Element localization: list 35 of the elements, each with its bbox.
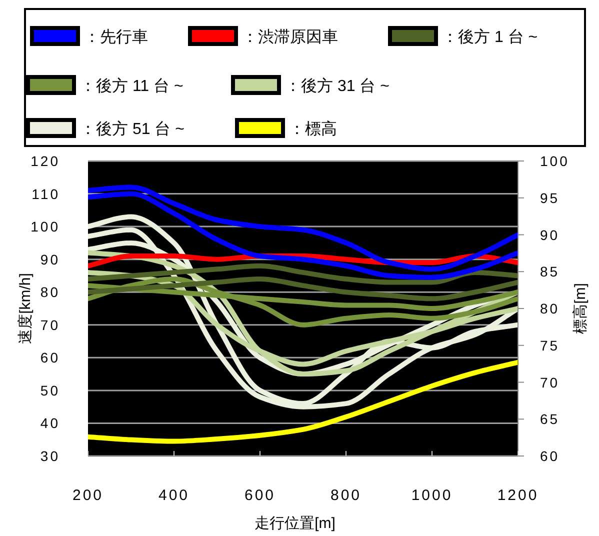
x-tick-label: 800 xyxy=(330,487,362,504)
x-tick-label: 200 xyxy=(72,487,104,504)
x-axis-title: 走行位置[m] xyxy=(254,515,336,532)
y-tick-label: 30 xyxy=(40,448,60,464)
y-axis-title: 速度[km/h] xyxy=(17,273,34,344)
y2-tick-label: 65 xyxy=(540,411,560,428)
y-tick-label: 90 xyxy=(40,251,60,268)
legend-label: ：後方 1 台 ~ xyxy=(442,28,538,46)
y2-tick-label: 100 xyxy=(540,153,570,169)
legend-label: ：後方 51 台 ~ xyxy=(80,120,184,138)
y-tick-label: 80 xyxy=(40,284,60,300)
y-tick-label: 60 xyxy=(40,350,60,366)
legend-label: ：渋滞原因車 xyxy=(242,28,338,46)
y2-tick-label: 75 xyxy=(540,337,560,354)
legend-label: ：標高 xyxy=(289,120,337,138)
y-tick-label: 100 xyxy=(30,218,60,235)
y-tick-label: 120 xyxy=(30,153,60,169)
x-tick-label: 600 xyxy=(244,487,276,504)
x-tick-label: 1200 xyxy=(497,487,539,504)
y-tick-label: 40 xyxy=(40,415,60,432)
y2-tick-label: 70 xyxy=(540,374,560,390)
y-tick-label: 70 xyxy=(40,316,60,333)
legend-label: ：先行車 xyxy=(84,28,148,46)
legend-label: ：後方 11 台 ~ xyxy=(80,77,184,95)
y2-tick-label: 60 xyxy=(540,448,560,464)
x-tick-label: 1000 xyxy=(411,487,453,504)
y-tick-label: 50 xyxy=(40,382,60,398)
y2-axis-title: 標高[m] xyxy=(572,283,589,334)
x-tick-label: 400 xyxy=(158,487,190,504)
y2-tick-label: 90 xyxy=(540,226,560,243)
y2-tick-label: 95 xyxy=(540,190,560,206)
y2-tick-label: 85 xyxy=(540,264,560,280)
y2-tick-label: 80 xyxy=(540,300,560,316)
y-tick-label: 110 xyxy=(32,186,60,202)
legend-label: ：後方 31 台 ~ xyxy=(285,77,390,95)
